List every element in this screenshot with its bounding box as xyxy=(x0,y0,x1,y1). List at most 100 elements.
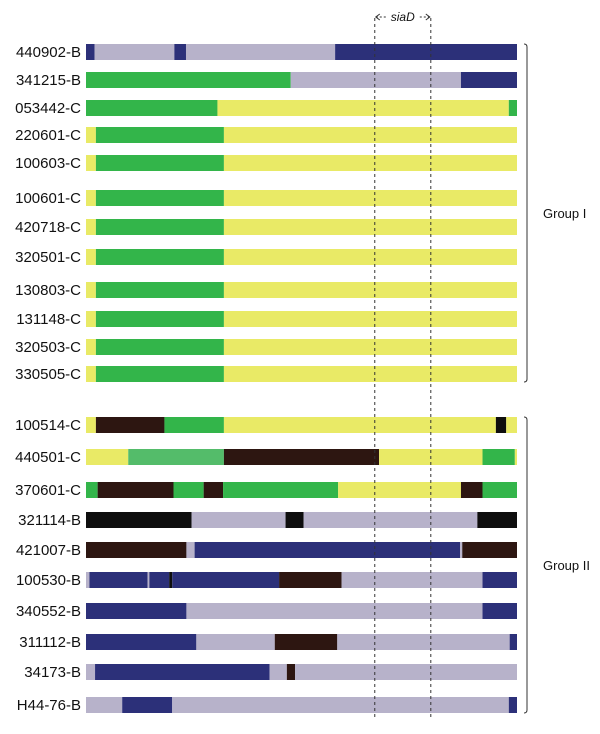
bar-segment xyxy=(223,155,518,171)
bar-segment xyxy=(335,44,517,60)
strain-row: 100601-C xyxy=(15,190,518,207)
strain-row: 341215-B xyxy=(16,72,517,89)
bar-segment xyxy=(86,366,96,382)
strain-row: 220601-C xyxy=(15,127,518,144)
bar-segment xyxy=(95,219,224,235)
strain-row: 330505-C xyxy=(15,366,518,383)
group-bracket: Group I xyxy=(523,43,586,383)
bar-segment xyxy=(279,572,342,588)
bar-segment xyxy=(147,572,150,588)
bar-segment xyxy=(86,311,96,327)
strain-row: 053442-C xyxy=(15,100,517,117)
bar-segment xyxy=(223,282,518,298)
bar-segment xyxy=(338,482,461,498)
bar-segment xyxy=(86,190,96,206)
bar-segment xyxy=(482,572,517,588)
bar-segment xyxy=(86,417,96,433)
bar-segment xyxy=(94,44,175,60)
bar-segment xyxy=(223,339,518,355)
bar-segment xyxy=(514,449,517,465)
strain-row: 421007-B xyxy=(16,542,517,559)
bar-segment xyxy=(172,697,509,713)
bracket-line xyxy=(523,43,528,383)
bar-segment xyxy=(95,311,224,327)
strain-row: 370601-C xyxy=(15,482,517,499)
strain-label: 440501-C xyxy=(15,449,81,466)
gene-span-arrow xyxy=(374,13,431,21)
strain-label: 130803-C xyxy=(15,282,81,299)
strain-row: 320501-C xyxy=(15,249,518,266)
gene-arrow-right-head xyxy=(425,13,431,21)
strain-row: 130803-C xyxy=(15,282,518,299)
bar-segment xyxy=(506,417,517,433)
bar-segment xyxy=(223,219,518,235)
bar-segment xyxy=(95,282,224,298)
bar-segment xyxy=(95,249,224,265)
strain-label: 321114-B xyxy=(18,512,81,529)
bar-segment xyxy=(495,417,507,433)
bar-segment xyxy=(303,512,478,528)
bar-segment xyxy=(508,697,517,713)
bar-segment xyxy=(95,155,224,171)
bar-segment xyxy=(290,72,461,88)
strain-label: 100530-B xyxy=(16,572,81,589)
bar-segment xyxy=(86,219,96,235)
bar-segment xyxy=(95,366,224,382)
strain-row: 100530-B xyxy=(16,572,517,589)
strain-row: 340552-B xyxy=(16,603,517,620)
bar-segment xyxy=(86,282,96,298)
strain-label: 100603-C xyxy=(15,155,81,172)
bar-segment xyxy=(295,664,517,680)
bar-segment xyxy=(86,697,123,713)
strain-row: 311112-B xyxy=(19,634,517,651)
strain-label: 421007-B xyxy=(16,542,81,559)
strain-label: 34173-B xyxy=(24,664,81,681)
bar-segment xyxy=(174,44,186,60)
bar-segment xyxy=(223,482,339,498)
strain-label: 420718-C xyxy=(15,219,81,236)
bar-segment xyxy=(86,664,96,680)
bar-segment xyxy=(186,542,195,558)
bar-segment xyxy=(223,127,518,143)
bar-segment xyxy=(341,572,483,588)
bar-segment xyxy=(223,366,518,382)
group-brackets: Group I Group II xyxy=(523,43,590,714)
bar-segment xyxy=(128,449,224,465)
strain-row: 100603-C xyxy=(15,155,518,172)
strain-label: 340552-B xyxy=(16,603,81,620)
bar-segment xyxy=(482,449,515,465)
strain-label: 370601-C xyxy=(15,482,81,499)
strain-row: H44-76-B xyxy=(17,697,517,714)
bar-segment xyxy=(194,542,461,558)
strain-row: 321114-B xyxy=(18,512,517,529)
strain-label: H44-76-B xyxy=(17,697,81,714)
strain-rows: 440902-B 341215-B 053442-C 220601-C 100603-C… xyxy=(15,44,518,714)
strain-label: 341215-B xyxy=(16,72,81,89)
strain-row: 100514-C xyxy=(15,417,517,434)
bracket-line xyxy=(523,416,528,714)
bar-segment xyxy=(86,482,98,498)
bar-segment xyxy=(286,664,296,680)
bar-segment xyxy=(149,572,170,588)
bar-segment xyxy=(477,512,517,528)
bar-segment xyxy=(95,339,224,355)
bar-segment xyxy=(86,72,291,88)
bar-segment xyxy=(223,417,496,433)
strain-label: 100601-C xyxy=(15,190,81,207)
bar-segment xyxy=(86,542,187,558)
strain-label: 220601-C xyxy=(15,127,81,144)
bar-segment xyxy=(185,44,336,60)
bar-segment xyxy=(460,542,463,558)
bar-segment xyxy=(172,572,280,588)
strain-label: 311112-B xyxy=(19,634,81,651)
strain-label: 320501-C xyxy=(15,249,81,266)
bar-segment xyxy=(196,634,275,650)
bar-segment xyxy=(97,482,174,498)
bar-segment xyxy=(223,249,518,265)
gene-arrow-left-head xyxy=(374,13,381,21)
bar-segment xyxy=(86,339,96,355)
bar-segment xyxy=(269,664,287,680)
bar-segment xyxy=(86,449,129,465)
bar-segment xyxy=(285,512,304,528)
bar-segment xyxy=(482,603,517,619)
